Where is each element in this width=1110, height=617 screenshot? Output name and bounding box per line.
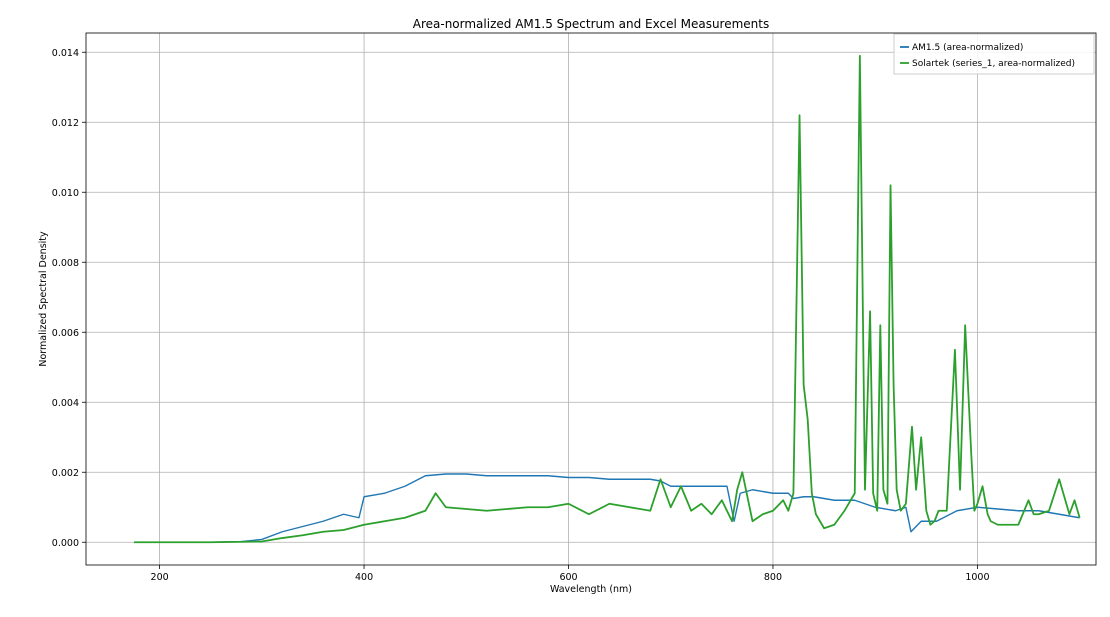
y-tick-label: 0.008: [52, 258, 79, 269]
y-tick-label: 0.002: [52, 468, 79, 479]
y-tick-label: 0.014: [52, 48, 79, 59]
x-tick-label: 400: [355, 572, 373, 583]
legend-label-am15: AM1.5 (area-normalized): [912, 43, 1023, 53]
x-tick-label: 600: [559, 572, 577, 583]
chart-title: Area-normalized AM1.5 Spectrum and Excel…: [413, 17, 770, 31]
series-line-solartek: [134, 54, 1081, 544]
x-tick-label: 200: [151, 572, 169, 583]
legend: AM1.5 (area-normalized) Solartek (series…: [893, 33, 1095, 75]
y-axis-label: Normalized Spectral Density: [38, 231, 49, 367]
x-axis-label: Wavelength (nm): [550, 584, 632, 595]
series-lines: [134, 54, 1081, 544]
legend-box: [893, 33, 1095, 75]
y-tick-label: 0.004: [52, 398, 79, 409]
y-tick-label: 0.010: [52, 188, 79, 199]
x-tick-label: 800: [764, 572, 782, 583]
x-tick-label: 1000: [965, 572, 989, 583]
axis-ticks: 200 400 600 800 1000 0.000 0.002 0.004 0.006 0.00…: [52, 48, 990, 583]
plot-frame: [85, 32, 1097, 566]
y-tick-label: 0.012: [52, 118, 79, 129]
y-tick-label: 0.000: [52, 538, 79, 549]
legend-label-solartek: Solartek (series_1, area-normalized): [912, 59, 1075, 69]
y-tick-label: 0.006: [52, 328, 79, 339]
